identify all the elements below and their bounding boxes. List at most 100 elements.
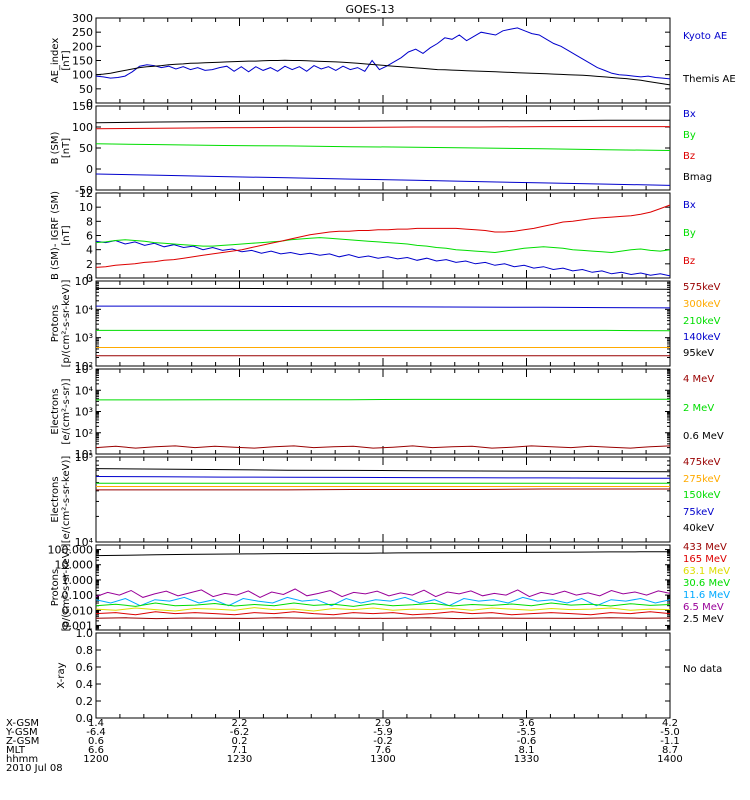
panel-protons_low: 10² 10³ 10⁴ 10⁵ Protons [p/(cm²-s-sr-keV)] 575… xyxy=(50,275,721,373)
y-tick-label: 0 xyxy=(86,272,93,285)
ephemeris-value: 0.2 xyxy=(232,736,248,747)
ephemeris-value: -5.9 xyxy=(373,727,393,738)
y-tick-label: 100 xyxy=(72,69,93,82)
legend-label: 575keV xyxy=(683,282,721,293)
y-tick-label: 300 xyxy=(72,12,93,25)
series-protons_high-165-mev xyxy=(95,611,671,616)
y-tick-label: 100 xyxy=(72,121,93,134)
legend-label: 300keV xyxy=(683,299,721,310)
y-tick-label: 1.000 xyxy=(62,574,94,587)
ephemeris-value: 1300 xyxy=(370,754,395,765)
y-axis-label: [e/(cm²-s-sr-keV)] xyxy=(61,456,72,544)
y-tick-label: 0.8 xyxy=(76,644,94,657)
series-bigrf-bz xyxy=(95,204,671,268)
y-axis-label: B (SM)- IGRF (SM) xyxy=(50,191,61,280)
y-tick-label: 250 xyxy=(72,26,93,39)
legend-label: 433 MeV xyxy=(683,542,727,553)
panel-frame xyxy=(95,280,671,367)
ephemeris-value: 6.6 xyxy=(88,745,104,756)
series-protons_low-140kev xyxy=(96,305,671,309)
legend-label: 210keV xyxy=(683,316,721,327)
panel-frame xyxy=(95,105,671,191)
ephemeris-value: 0.6 xyxy=(88,736,104,747)
legend-label: 40keV xyxy=(683,523,714,534)
legend-label: 140keV xyxy=(683,332,721,343)
ephemeris-value: -6.2 xyxy=(230,727,250,738)
y-tick-label: 0.0 xyxy=(76,712,94,725)
series-protons_high-11-6-mev xyxy=(95,596,671,607)
legend-label: 2 MeV xyxy=(683,403,714,414)
ephemeris-value: 7.1 xyxy=(232,745,248,756)
panel-xray: 0.0 0.2 0.4 0.6 0.8 1.0 X-ray No data xyxy=(56,627,722,725)
y-tick-label: -50 xyxy=(75,184,93,197)
legend-label: 30.6 MeV xyxy=(683,578,730,589)
y-tick-label: 10³ xyxy=(75,332,93,345)
panel-frame xyxy=(95,368,671,455)
panel-electrons_low: 10⁴ 10⁵ Electrons [e/(cm²-s-sr-keV)] 475keV 2… xyxy=(50,451,721,549)
legend-label: 275keV xyxy=(683,474,721,485)
series-protons_high-2-5-mev xyxy=(95,551,671,557)
legend-label: Bmag xyxy=(683,172,712,183)
ephemeris-value: 1200 xyxy=(83,754,108,765)
legend-label: 95keV xyxy=(683,348,714,359)
panel-frame xyxy=(95,192,671,279)
y-tick-label: 50 xyxy=(79,83,93,96)
y-tick-label: 10⁵ xyxy=(75,275,93,288)
y-tick-label: 1.0 xyxy=(76,627,94,640)
series-protons_low-95kev xyxy=(96,287,671,290)
ephemeris-value: 3.6 xyxy=(519,718,535,729)
legend-label: By xyxy=(683,130,696,141)
y-tick-label: 10⁵ xyxy=(75,363,93,376)
y-tick-label: 12 xyxy=(79,187,93,200)
y-tick-label: 0.100 xyxy=(62,589,94,602)
ephemeris-value: 1.4 xyxy=(88,718,104,729)
legend-label: Bz xyxy=(683,256,695,267)
panel-bsm: -50 0 50 100 150 B (SM) [nT] Bx By Bz Bmag xyxy=(50,100,712,197)
series-protons_high-63-1-mev xyxy=(95,607,671,612)
ephemeris-value: 7.6 xyxy=(375,745,391,756)
ephemeris-value: -5.5 xyxy=(517,727,537,738)
series-electrons_low-475kev xyxy=(96,488,670,491)
y-axis-label: B (SM) xyxy=(50,131,61,164)
ephemeris-value: -0.6 xyxy=(517,736,537,747)
y-axis-label: [nT] xyxy=(61,225,72,245)
y-tick-label: 0.6 xyxy=(76,661,94,674)
panel-frame xyxy=(95,17,671,104)
legend-label: Bx xyxy=(683,109,696,120)
ephemeris-label: X-GSM xyxy=(6,718,39,729)
y-tick-label: 10³ xyxy=(75,406,93,419)
y-tick-label: 50 xyxy=(79,142,93,155)
ephemeris-value: -5.0 xyxy=(660,727,680,738)
series-bsm-bmag xyxy=(95,119,670,124)
y-tick-label: 10⁴ xyxy=(75,536,94,549)
legend-label: 4 MeV xyxy=(683,374,714,385)
y-tick-label: 0.001 xyxy=(62,619,94,632)
y-tick-label: 10¹ xyxy=(75,448,93,461)
legend-label: Bx xyxy=(683,200,696,211)
y-tick-label: 4 xyxy=(86,244,93,257)
legend-label: By xyxy=(683,228,696,239)
y-axis-label: X-ray xyxy=(56,662,67,688)
legend-label: No data xyxy=(683,664,722,675)
legend-label: 11.6 MeV xyxy=(683,590,730,601)
y-axis-label: [p/(cm²-s-sr-keV)] xyxy=(61,544,72,632)
y-tick-label: 0 xyxy=(86,163,93,176)
ephemeris-value: -1.1 xyxy=(660,736,680,747)
series-electrons_high-4-mev xyxy=(95,445,671,449)
legend-label: 6.5 MeV xyxy=(683,602,724,613)
figure-title: GOES-13 xyxy=(345,3,394,16)
ephemeris-value: -0.2 xyxy=(373,736,393,747)
series-protons_high-30-6-mev xyxy=(95,602,671,607)
ephemeris-value: 8.1 xyxy=(519,745,535,756)
ephemeris-value: 8.7 xyxy=(662,745,678,756)
series-ae-kyoto-ae xyxy=(95,27,671,80)
legend-label: 75keV xyxy=(683,507,714,518)
legend-label: 0.6 MeV xyxy=(683,431,724,442)
series-electrons_low-75kev xyxy=(95,476,671,479)
panel-frame xyxy=(95,632,671,719)
y-axis-label: AE_index xyxy=(50,38,61,84)
y-tick-label: 10⁴ xyxy=(75,384,94,397)
ephemeris-value: 2.2 xyxy=(232,718,248,729)
ephemeris-label: MLT xyxy=(6,745,26,756)
